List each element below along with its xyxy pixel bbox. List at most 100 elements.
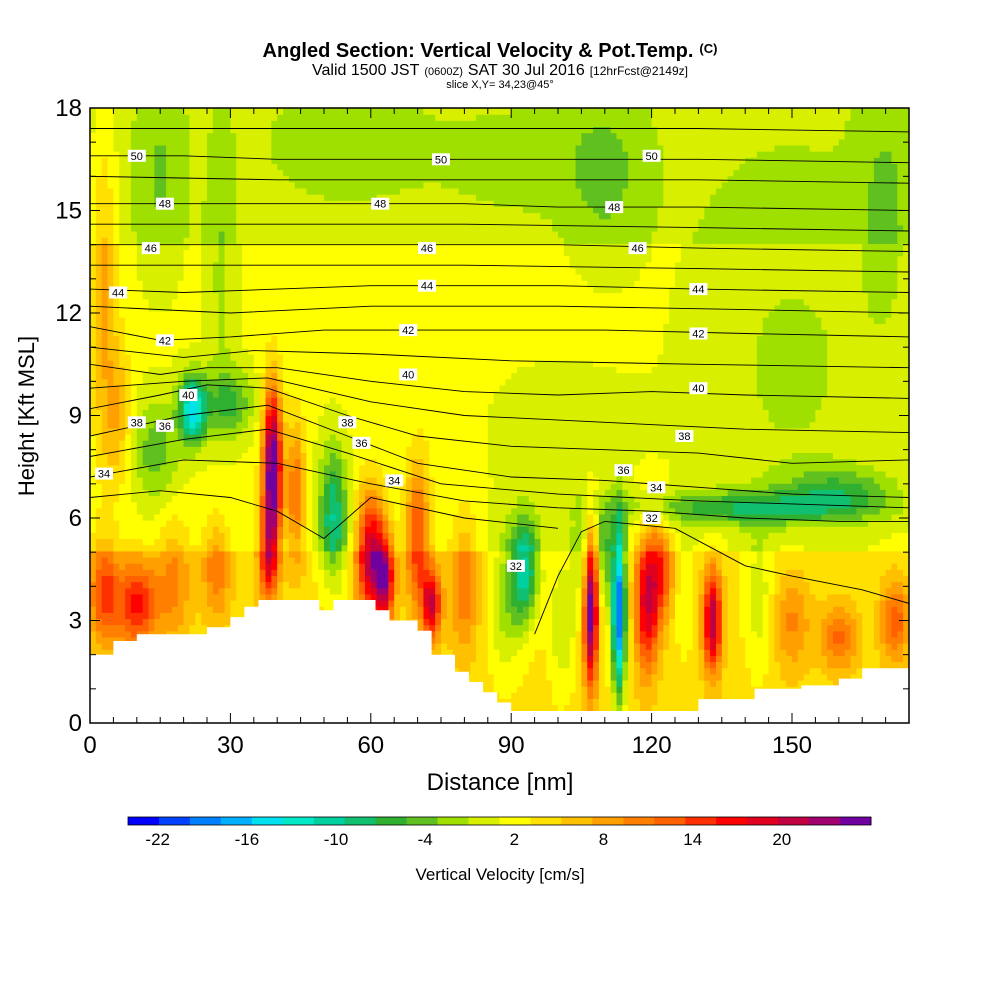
heatmap-cell — [604, 593, 612, 601]
heatmap-cell — [745, 569, 752, 576]
heatmap-cell — [598, 624, 606, 632]
heatmap-cell — [558, 569, 565, 576]
heatmap-cell — [739, 600, 746, 607]
heatmap-cell — [212, 587, 220, 595]
heatmap-cell — [710, 556, 717, 564]
heatmap-cell — [563, 661, 571, 669]
heatmap-cell — [727, 563, 735, 570]
heatmap-cell — [306, 563, 313, 570]
heatmap-cell — [359, 581, 366, 589]
heatmap-cell — [563, 501, 571, 509]
heatmap-cell — [733, 587, 740, 595]
heatmap-cell — [452, 544, 460, 552]
heatmap-cell — [897, 643, 904, 650]
heatmap-cell — [324, 501, 331, 509]
heatmap-cell — [686, 569, 694, 576]
heatmap-cell — [148, 587, 155, 595]
heatmap-cell — [242, 550, 249, 558]
heatmap-cell — [423, 556, 430, 564]
heatmap-cell — [429, 513, 436, 521]
heatmap-cell — [786, 513, 793, 521]
heatmap-cell — [417, 520, 425, 527]
heatmap-cell — [183, 556, 191, 564]
heatmap-cell — [130, 563, 138, 570]
heatmap-cell — [236, 581, 243, 589]
heatmap-cell — [499, 526, 506, 533]
heatmap-cell — [569, 600, 577, 607]
heatmap-cell — [581, 513, 588, 521]
heatmap-cell — [400, 569, 407, 576]
heatmap-cell — [247, 581, 255, 589]
heatmap-cell — [803, 556, 811, 564]
heatmap-cell — [903, 563, 909, 570]
heatmap-cell — [634, 575, 641, 583]
heatmap-cell — [177, 606, 185, 613]
heatmap-cell — [868, 581, 875, 589]
heatmap-cell — [324, 563, 331, 570]
heatmap-cell — [803, 507, 811, 515]
heatmap-cell — [879, 600, 887, 607]
heatmap-cell — [517, 630, 524, 638]
heatmap-cell — [113, 563, 120, 570]
heatmap-cell — [634, 563, 641, 570]
heatmap-cell — [844, 513, 852, 521]
heatmap-cell — [797, 630, 805, 638]
heatmap-cell — [265, 593, 272, 601]
heatmap-cell — [698, 581, 705, 589]
heatmap-cell — [698, 606, 705, 613]
heatmap-cell — [715, 624, 723, 632]
heatmap-cell — [786, 612, 793, 620]
heatmap-cell — [727, 593, 735, 601]
heatmap-cell — [470, 581, 477, 589]
heatmap-cell — [903, 636, 909, 644]
heatmap-cell — [903, 538, 909, 546]
heatmap-cell — [745, 575, 752, 583]
heatmap-cell — [680, 667, 688, 675]
heatmap-cell — [903, 569, 909, 576]
heatmap-cell — [476, 563, 483, 570]
heatmap-cell — [376, 544, 384, 552]
heatmap-cell — [792, 587, 799, 595]
heatmap-cell — [675, 643, 682, 650]
heatmap-cell — [593, 569, 600, 576]
heatmap-cell — [803, 636, 811, 644]
heatmap-cell — [575, 587, 582, 595]
heatmap-cell — [710, 532, 717, 540]
heatmap-cell — [101, 556, 109, 564]
heatmap-cell — [780, 600, 787, 607]
heatmap-cell — [552, 526, 559, 533]
heatmap-cell — [651, 575, 659, 583]
heatmap-cell — [265, 520, 272, 527]
heatmap-cell — [581, 507, 588, 515]
heatmap-cell — [166, 587, 173, 595]
heatmap-cell — [271, 563, 278, 570]
heatmap-cell — [481, 649, 489, 656]
heatmap-cell — [224, 544, 231, 552]
heatmap-cell — [803, 655, 811, 663]
heatmap-cell — [271, 550, 278, 558]
heatmap-cell — [528, 600, 536, 607]
heatmap-cell — [400, 563, 407, 570]
heatmap-cell — [581, 563, 588, 570]
heatmap-cell — [201, 556, 208, 564]
heatmap-cell — [751, 550, 758, 558]
heatmap-cell — [657, 618, 664, 626]
heatmap-cell — [247, 587, 255, 595]
heatmap-cell — [201, 618, 208, 626]
heatmap-cell — [517, 612, 524, 620]
heatmap-cell — [598, 538, 606, 546]
heatmap-cell — [704, 563, 711, 570]
heatmap-cell — [610, 655, 618, 663]
heatmap-cell — [195, 563, 202, 570]
heatmap-cell — [721, 550, 729, 558]
heatmap-cell — [183, 532, 191, 540]
heatmap-cell — [312, 587, 319, 595]
heatmap-cell — [411, 612, 419, 620]
heatmap-cell — [838, 520, 846, 527]
heatmap-cell — [792, 538, 799, 546]
heatmap-cell — [686, 673, 694, 681]
heatmap-cell — [441, 575, 448, 583]
heatmap-cell — [517, 686, 524, 693]
heatmap-cell — [540, 612, 547, 620]
heatmap-cell — [499, 655, 506, 663]
